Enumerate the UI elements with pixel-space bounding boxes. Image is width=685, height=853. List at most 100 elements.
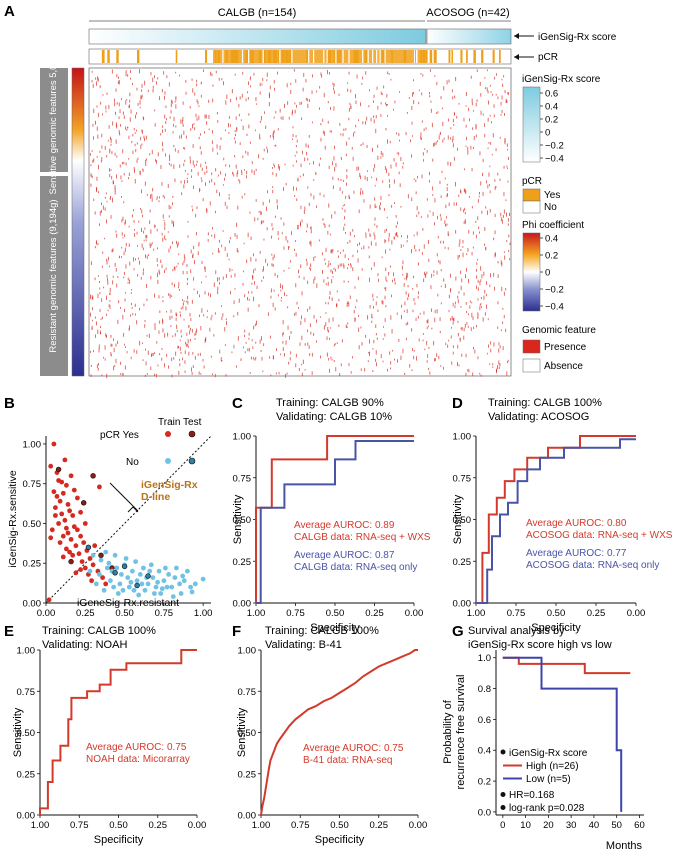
y-tick-label: 0.8 [478, 684, 491, 695]
presence-mark [406, 276, 407, 281]
presence-mark [478, 226, 480, 230]
presence-mark [289, 357, 291, 361]
presence-mark [331, 359, 333, 361]
presence-mark [460, 249, 462, 251]
presence-mark [336, 342, 338, 344]
presence-mark [338, 255, 339, 258]
presence-mark [286, 294, 288, 297]
legend-phi-ticks: 0.40.20−0.2−0.4 [540, 234, 564, 313]
presence-mark [172, 202, 173, 206]
presence-mark [95, 334, 96, 338]
presence-mark [347, 88, 349, 92]
presence-mark [349, 102, 351, 105]
presence-mark [484, 289, 486, 294]
presence-mark [299, 175, 301, 178]
presence-mark [121, 232, 123, 236]
presence-mark [492, 363, 494, 366]
presence-mark [440, 240, 442, 244]
presence-mark [293, 69, 295, 72]
presence-mark [266, 146, 268, 149]
presence-mark [399, 183, 401, 188]
presence-mark [179, 339, 181, 342]
presence-mark [446, 194, 448, 198]
presence-mark [157, 247, 158, 250]
presence-mark [503, 75, 505, 78]
presence-mark [391, 294, 392, 298]
presence-mark [109, 305, 111, 309]
presence-mark [436, 253, 438, 257]
presence-mark [156, 160, 157, 164]
presence-mark [373, 339, 375, 344]
presence-mark [507, 359, 509, 362]
presence-mark [247, 296, 248, 301]
presence-mark [443, 366, 444, 370]
presence-mark [455, 182, 456, 187]
presence-mark [500, 113, 502, 116]
legend-presence-swatch [522, 339, 541, 354]
presence-mark [245, 342, 247, 344]
presence-mark [298, 269, 299, 274]
presence-mark [391, 240, 393, 245]
presence-mark [150, 244, 152, 247]
presence-mark [385, 287, 387, 291]
presence-mark [402, 165, 404, 169]
presence-mark [300, 320, 302, 325]
presence-mark [393, 108, 394, 111]
presence-mark [476, 269, 477, 272]
presence-mark [462, 246, 464, 248]
presence-mark [200, 151, 202, 155]
presence-mark [382, 152, 384, 157]
presence-mark [342, 249, 344, 252]
presence-mark [97, 77, 99, 82]
presence-mark [136, 142, 138, 145]
presence-mark [109, 287, 111, 293]
presence-mark [90, 261, 92, 265]
presence-mark [189, 156, 191, 160]
presence-mark [346, 169, 348, 172]
pcr-no-train-point [170, 594, 176, 599]
presence-mark [159, 96, 160, 100]
presence-mark [121, 98, 122, 100]
y-tick-label: 0.25 [23, 559, 42, 570]
presence-mark [468, 313, 469, 316]
presence-mark [480, 302, 482, 305]
presence-mark [498, 342, 500, 346]
pcr-no-train-point [152, 591, 157, 596]
presence-mark [450, 273, 451, 278]
pcr-yes-train-point [60, 554, 66, 560]
presence-mark [145, 235, 147, 239]
presence-mark [303, 73, 305, 77]
presence-mark [309, 163, 311, 165]
presence-mark [301, 335, 303, 341]
presence-mark [90, 294, 91, 299]
presence-mark [463, 221, 465, 224]
annotation-line-1: iGenSig-Rx [141, 479, 198, 491]
presence-mark [142, 214, 143, 218]
presence-mark [167, 332, 169, 337]
presence-mark [323, 325, 325, 330]
presence-mark [163, 219, 165, 222]
chart-title: Survival analysis by [468, 625, 565, 637]
stat-label: log-rank p=0.028 [509, 803, 585, 814]
presence-mark [94, 246, 96, 249]
presence-mark [169, 315, 171, 320]
presence-mark [388, 272, 390, 276]
presence-mark [373, 305, 374, 309]
presence-mark [178, 253, 180, 256]
presence-mark [394, 100, 396, 104]
presence-mark [233, 344, 235, 349]
presence-mark [347, 82, 349, 84]
presence-mark [253, 253, 254, 257]
presence-mark [467, 147, 469, 151]
presence-mark [339, 263, 341, 267]
presence-mark [333, 88, 334, 91]
presence-mark [269, 199, 270, 203]
presence-mark [154, 293, 155, 298]
presence-mark [287, 240, 289, 243]
presence-mark [426, 326, 428, 330]
presence-mark [229, 237, 231, 240]
presence-mark [439, 133, 441, 135]
presence-mark [200, 133, 201, 136]
presence-mark [156, 228, 158, 232]
presence-mark [374, 235, 376, 240]
